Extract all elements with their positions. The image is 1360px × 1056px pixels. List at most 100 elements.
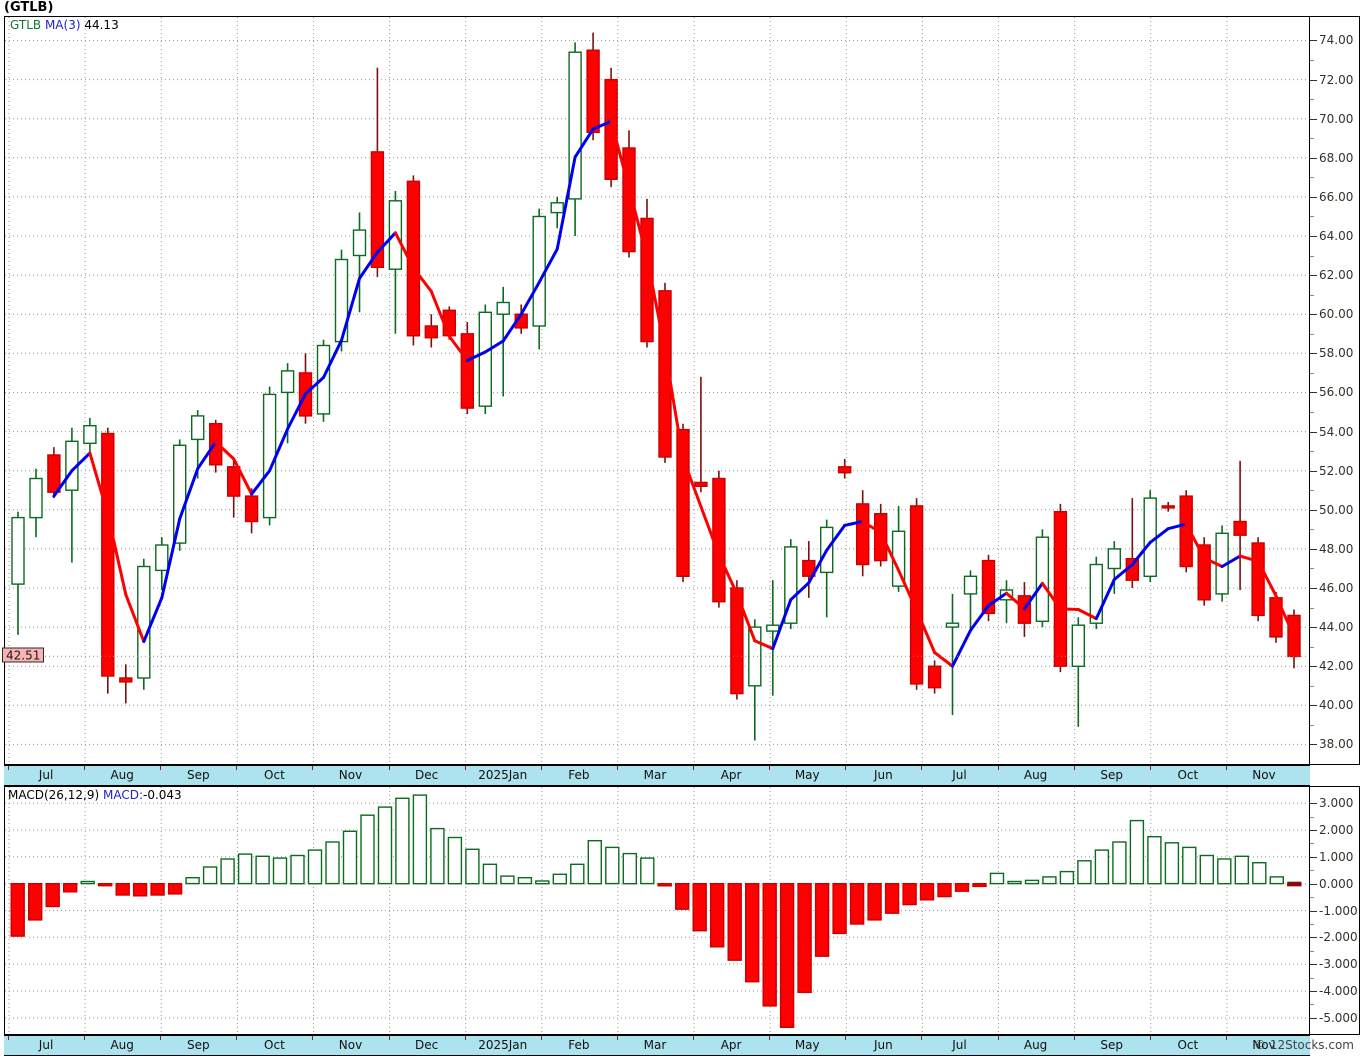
macd-axis-label: -3.000	[1319, 957, 1358, 972]
macd-axis: 3.000 2.000 1.000 0.000 -1.000 -2.000 -3.000 -4…	[1310, 786, 1360, 1035]
macd-axis-tick	[1310, 829, 1317, 831]
date-axis-top-month-tick	[312, 766, 314, 770]
date-axis-bottom-month-label: Jul	[38, 1038, 54, 1052]
date-axis-top-month-tick	[997, 766, 999, 770]
date-axis-top-month-label: 2025Jan	[478, 768, 528, 782]
price-axis-tick	[1310, 509, 1317, 511]
price-axis-label: 66.00	[1319, 189, 1354, 204]
macd-axis-tick	[1310, 803, 1317, 805]
date-axis-top-month-tick	[160, 766, 162, 770]
date-axis-bottom-month-label: Oct	[264, 1038, 285, 1052]
macd-axis-label: 1.000	[1319, 849, 1354, 864]
price-axis-tick	[1310, 666, 1317, 668]
date-axis-bottom-month-label: 2025Jan	[478, 1038, 528, 1052]
date-axis-bottom-month-label: Feb	[568, 1038, 590, 1052]
macd-axis-tick	[1310, 991, 1317, 993]
price-axis-label: 72.00	[1319, 72, 1354, 87]
date-axis-bottom-month-tick	[616, 1036, 618, 1040]
price-axis-tick	[1310, 548, 1317, 550]
date-axis-bottom-month-tick	[1073, 1036, 1075, 1040]
price-axis-tick	[1310, 196, 1317, 198]
price-axis-tick	[1310, 588, 1317, 589]
date-axis-top-month-label: Nov	[1252, 768, 1276, 782]
date-axis-bottom-month-label: Sep	[186, 1038, 210, 1052]
price-axis-tick	[1310, 40, 1317, 42]
macd-legend: MACD(26,12,9) MACD:-0.043	[8, 789, 182, 802]
date-axis-bottom-month-tick	[84, 1036, 86, 1040]
macd-axis-label: 0.000	[1319, 876, 1354, 891]
date-axis-top-month-tick	[693, 766, 695, 770]
macd-axis-tick	[1310, 856, 1317, 858]
page-title: (GTLB)	[4, 0, 54, 15]
price-axis-minor-tick	[1310, 451, 1314, 453]
price-axis-label: 74.00	[1319, 33, 1354, 48]
date-axis-top-month-label: Aug	[110, 768, 134, 782]
price-axis-minor-tick	[1310, 99, 1314, 101]
date-axis-top: Jul Aug Sep Oct Nov Dec 2025Jan Feb Mar Apr May Jun…	[4, 765, 1310, 786]
price-axis-tick	[1310, 314, 1317, 316]
date-axis-bottom-month-label: Nov	[338, 1038, 363, 1052]
price-axis-minor-tick	[1310, 255, 1314, 257]
date-axis-bottom-month-label: Aug	[110, 1038, 134, 1052]
price-axis-tick	[1310, 705, 1317, 707]
price-axis-tick	[1310, 353, 1317, 355]
price-axis-minor-tick	[1310, 646, 1314, 648]
price-legend-symbol: GTLB	[10, 18, 42, 32]
price-legend-value: 44.13	[84, 18, 119, 32]
date-axis-top-month-label: Jun	[873, 768, 893, 782]
price-axis-label: 38.00	[1319, 737, 1354, 752]
price-axis-minor-tick	[1310, 724, 1314, 726]
date-axis-bottom-month-tick	[312, 1036, 314, 1040]
date-axis-top-month-tick	[8, 766, 9, 770]
price-axis-label: 56.00	[1319, 385, 1354, 400]
macd-axis-minor-tick	[1310, 816, 1314, 818]
date-axis-top-month-label: Jul	[38, 768, 54, 782]
price-candlestick-svg	[5, 17, 1309, 764]
date-axis-top-month-tick	[845, 766, 847, 770]
date-axis-bottom-month-label: Apr	[720, 1038, 742, 1052]
price-axis-minor-tick	[1310, 216, 1314, 218]
price-axis-tick	[1310, 275, 1317, 277]
price-axis-minor-tick	[1310, 60, 1314, 62]
price-axis-tick	[1310, 392, 1317, 394]
date-axis-top-month-tick	[540, 766, 542, 770]
date-axis-top-month-label: Nov	[338, 768, 363, 782]
date-axis-top-month-label: Oct	[264, 768, 285, 782]
price-chart-panel[interactable]	[4, 16, 1310, 765]
date-axis-top-month-label: Oct	[1177, 768, 1199, 782]
date-axis-top-month-label: Sep	[1100, 768, 1124, 782]
date-axis-top-month-label: May	[794, 768, 820, 782]
price-axis-label: 44.00	[1319, 620, 1354, 635]
price-axis-label: 64.00	[1319, 229, 1354, 244]
date-axis-bottom-month-tick	[693, 1036, 695, 1040]
date-axis-top-month-tick	[236, 766, 238, 770]
date-axis-top-month-label: Aug	[1023, 768, 1048, 782]
date-axis-bottom-month-label: Aug	[1023, 1038, 1048, 1052]
macd-histogram-svg	[5, 787, 1309, 1034]
price-axis-minor-tick	[1310, 333, 1314, 335]
macd-axis-tick	[1310, 883, 1317, 885]
macd-axis-label: -5.000	[1319, 1010, 1358, 1025]
price-axis-tick	[1310, 118, 1317, 120]
macd-axis-label: 3.000	[1319, 796, 1354, 811]
date-axis-bottom-month-label: Oct	[1177, 1038, 1199, 1052]
macd-axis-minor-tick	[1310, 897, 1314, 899]
date-axis-bottom-month-label: Mar	[643, 1038, 667, 1052]
price-axis-label: 68.00	[1319, 150, 1354, 165]
macd-axis-label: -1.000	[1319, 903, 1358, 918]
date-axis-bottom-month-tick	[8, 1036, 9, 1040]
date-axis-bottom-month-label: Jul	[952, 1038, 967, 1052]
macd-axis-label: 2.000	[1319, 822, 1354, 837]
macd-legend-indicator: MACD(26,12,9)	[8, 788, 100, 802]
macd-plot-area	[5, 787, 1309, 1034]
date-axis-top-month-label: Dec	[415, 768, 439, 782]
price-axis-minor-tick	[1310, 607, 1314, 609]
macd-chart-panel[interactable]	[4, 786, 1310, 1035]
price-axis: 74.00 72.00 70.00 68.00 66.00 64.00 62.00 60.00…	[1310, 16, 1360, 765]
date-axis-top-month-label: Sep	[186, 768, 210, 782]
price-axis-label: 50.00	[1319, 502, 1354, 517]
price-axis-label: 52.00	[1319, 463, 1354, 478]
price-axis-minor-tick	[1310, 412, 1314, 413]
price-axis-minor-tick	[1310, 490, 1314, 492]
